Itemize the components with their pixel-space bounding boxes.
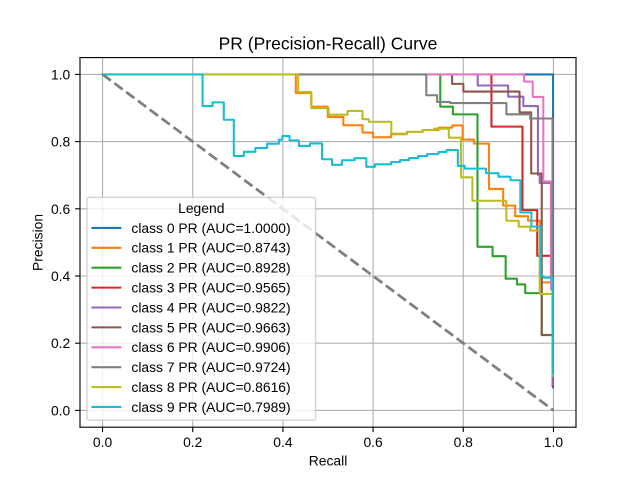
svg-text:0.8: 0.8 <box>454 434 474 450</box>
svg-text:1.0: 1.0 <box>544 434 564 450</box>
svg-text:1.0: 1.0 <box>51 66 71 82</box>
svg-text:Legend: Legend <box>178 200 224 216</box>
svg-text:0.4: 0.4 <box>273 434 293 450</box>
svg-text:0.6: 0.6 <box>51 201 71 217</box>
svg-text:class 2 PR (AUC=0.8928): class 2 PR (AUC=0.8928) <box>131 260 310 276</box>
svg-text:class 8 PR (AUC=0.8616): class 8 PR (AUC=0.8616) <box>131 379 310 395</box>
svg-text:0.2: 0.2 <box>51 335 71 351</box>
svg-text:class 5 PR (AUC=0.9663): class 5 PR (AUC=0.9663) <box>131 319 310 335</box>
svg-text:0.8: 0.8 <box>51 134 71 150</box>
svg-text:class 1 PR (AUC=0.8743): class 1 PR (AUC=0.8743) <box>131 240 310 256</box>
svg-text:0.0: 0.0 <box>51 402 71 418</box>
svg-text:class 0 PR (AUC=1.0000): class 0 PR (AUC=1.0000) <box>131 220 310 236</box>
svg-text:class 3 PR (AUC=0.9565): class 3 PR (AUC=0.9565) <box>131 279 310 295</box>
svg-text:class 4 PR (AUC=0.9822): class 4 PR (AUC=0.9822) <box>131 299 310 315</box>
svg-text:PR (Precision-Recall) Curve: PR (Precision-Recall) Curve <box>219 33 438 53</box>
svg-text:class 9 PR (AUC=0.7989): class 9 PR (AUC=0.7989) <box>131 399 310 415</box>
svg-text:0.0: 0.0 <box>93 434 113 450</box>
svg-text:0.2: 0.2 <box>183 434 203 450</box>
svg-text:class 7 PR (AUC=0.9724): class 7 PR (AUC=0.9724) <box>131 359 310 375</box>
svg-text:Precision: Precision <box>30 214 46 271</box>
svg-text:class 6 PR (AUC=0.9906): class 6 PR (AUC=0.9906) <box>131 339 310 355</box>
svg-text:Recall: Recall <box>309 452 348 468</box>
svg-text:0.4: 0.4 <box>51 268 71 284</box>
svg-text:0.6: 0.6 <box>363 434 383 450</box>
